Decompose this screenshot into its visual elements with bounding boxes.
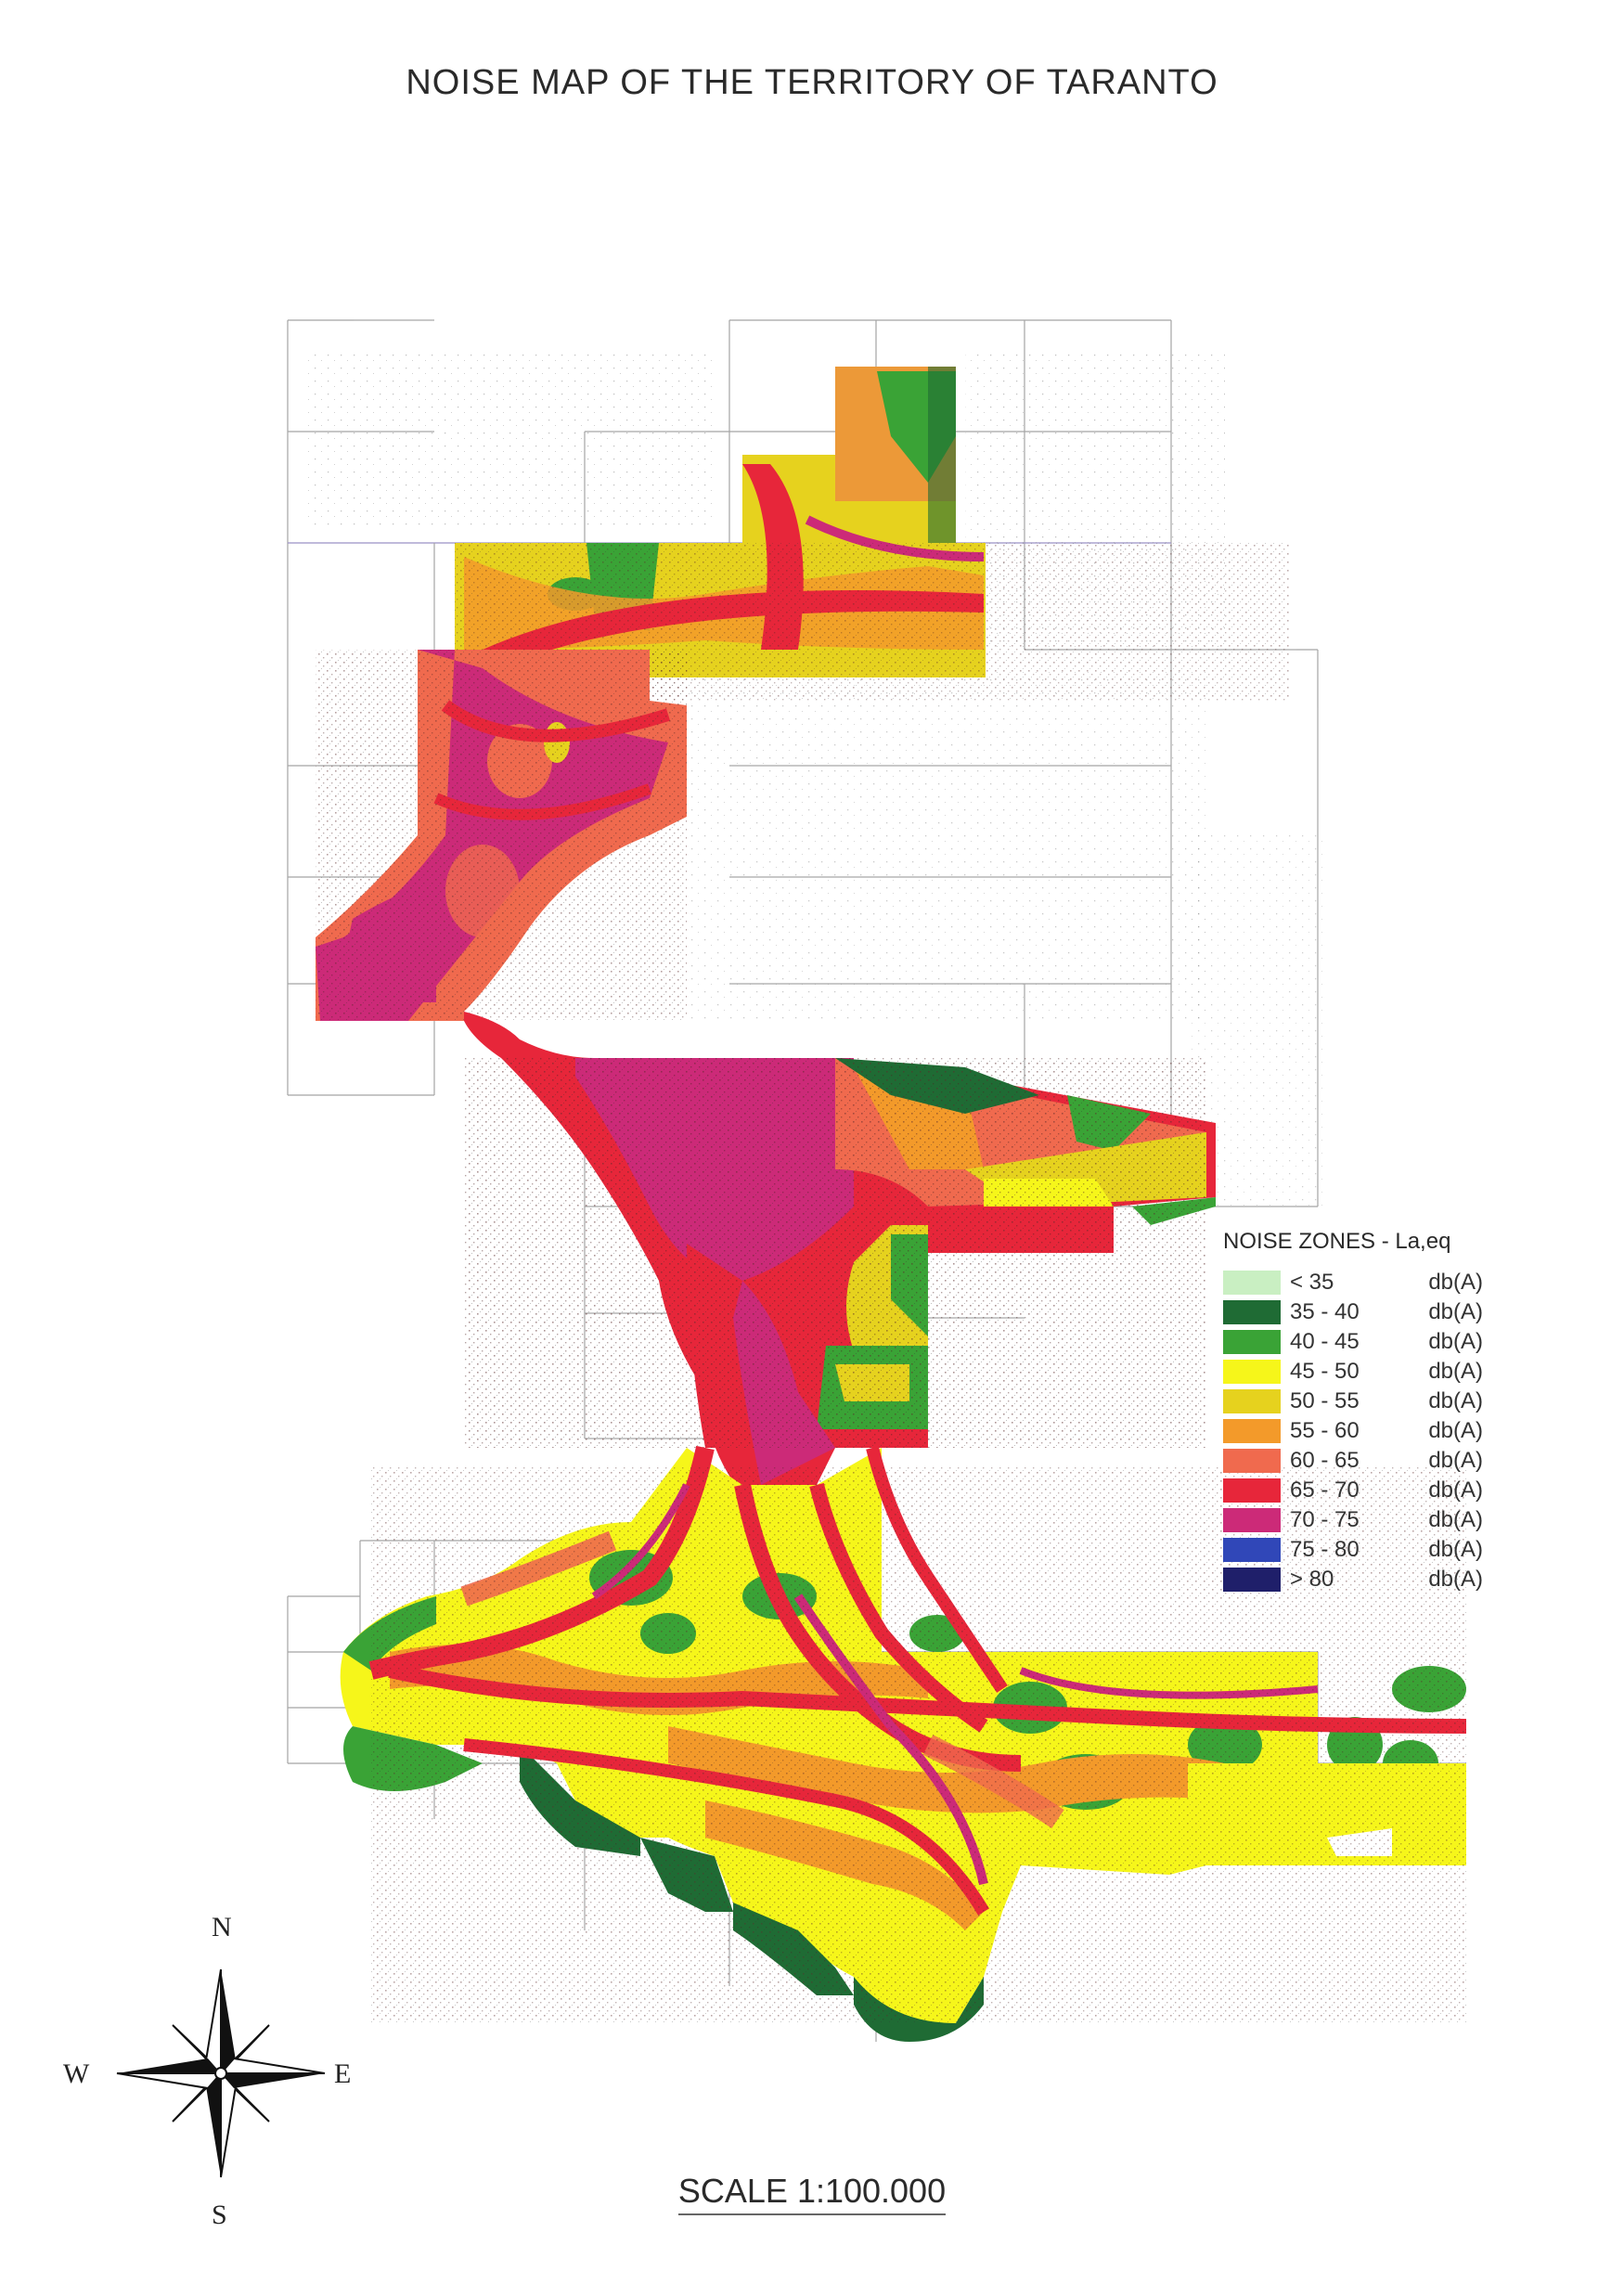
legend-swatch	[1223, 1389, 1281, 1413]
noise-zones-legend: NOISE ZONES - La,eq < 35 db(A) 35 - 40 d…	[1223, 1229, 1502, 1594]
legend-row: 75 - 80 db(A)	[1223, 1535, 1502, 1565]
legend-unit: db(A)	[1428, 1418, 1483, 1443]
legend-swatch	[1223, 1568, 1281, 1592]
compass-rose: N S E W	[56, 1912, 390, 2230]
legend-swatch	[1223, 1508, 1281, 1532]
legend-range: < 35	[1290, 1270, 1334, 1295]
legend-range: 60 - 65	[1290, 1448, 1360, 1473]
legend-unit: db(A)	[1428, 1329, 1483, 1354]
legend-range: 70 - 75	[1290, 1507, 1360, 1532]
legend-row: 45 - 50 db(A)	[1223, 1357, 1502, 1387]
legend-title: NOISE ZONES - La,eq	[1223, 1229, 1451, 1254]
legend-unit: db(A)	[1428, 1299, 1483, 1324]
legend-swatch	[1223, 1271, 1281, 1295]
compass-north-label: N	[212, 1912, 232, 1942]
legend-row: > 80 db(A)	[1223, 1565, 1502, 1594]
legend-row: 50 - 55 db(A)	[1223, 1387, 1502, 1416]
legend-range: 65 - 70	[1290, 1478, 1360, 1503]
legend-swatch	[1223, 1330, 1281, 1354]
compass-west-label: W	[63, 2058, 90, 2089]
legend-range: 40 - 45	[1290, 1329, 1360, 1354]
legend-row: 65 - 70 db(A)	[1223, 1476, 1502, 1505]
legend-range: 45 - 50	[1290, 1359, 1360, 1384]
legend-unit: db(A)	[1428, 1567, 1483, 1592]
legend-swatch	[1223, 1360, 1281, 1384]
legend-range: 75 - 80	[1290, 1537, 1360, 1562]
legend-range: 35 - 40	[1290, 1299, 1360, 1324]
noise-zone-city	[464, 1012, 1216, 1494]
legend-unit: db(A)	[1428, 1478, 1483, 1503]
noise-zone-south	[340, 1445, 1467, 2042]
noise-zone-northwest	[316, 650, 687, 1021]
compass-east-label: E	[334, 2058, 352, 2089]
legend-range: > 80	[1290, 1567, 1334, 1592]
legend-swatch	[1223, 1449, 1281, 1473]
legend-row: 55 - 60 db(A)	[1223, 1416, 1502, 1446]
legend-row: 70 - 75 db(A)	[1223, 1505, 1502, 1535]
legend-range: 55 - 60	[1290, 1418, 1360, 1443]
scale-caption: SCALE 1:100.000	[0, 2172, 1624, 2215]
legend-row: < 35 db(A)	[1223, 1268, 1502, 1297]
legend-swatch	[1223, 1478, 1281, 1503]
legend-row: 60 - 65 db(A)	[1223, 1446, 1502, 1476]
legend-unit: db(A)	[1428, 1359, 1483, 1384]
legend-row: 35 - 40 db(A)	[1223, 1297, 1502, 1327]
legend-range: 50 - 55	[1290, 1388, 1360, 1413]
compass-star-icon	[116, 1968, 326, 2178]
legend-unit: db(A)	[1428, 1448, 1483, 1473]
legend-swatch	[1223, 1419, 1281, 1443]
compass-south-label: S	[212, 2200, 227, 2230]
legend-unit: db(A)	[1428, 1537, 1483, 1562]
legend-unit: db(A)	[1428, 1270, 1483, 1295]
legend-swatch	[1223, 1300, 1281, 1324]
legend-unit: db(A)	[1428, 1388, 1483, 1413]
map-title: NOISE MAP OF THE TERRITORY OF TARANTO	[406, 63, 1218, 102]
legend-row: 40 - 45 db(A)	[1223, 1327, 1502, 1357]
legend-unit: db(A)	[1428, 1507, 1483, 1532]
legend-swatch	[1223, 1538, 1281, 1562]
scale-text: SCALE 1:100.000	[677, 2172, 947, 2215]
